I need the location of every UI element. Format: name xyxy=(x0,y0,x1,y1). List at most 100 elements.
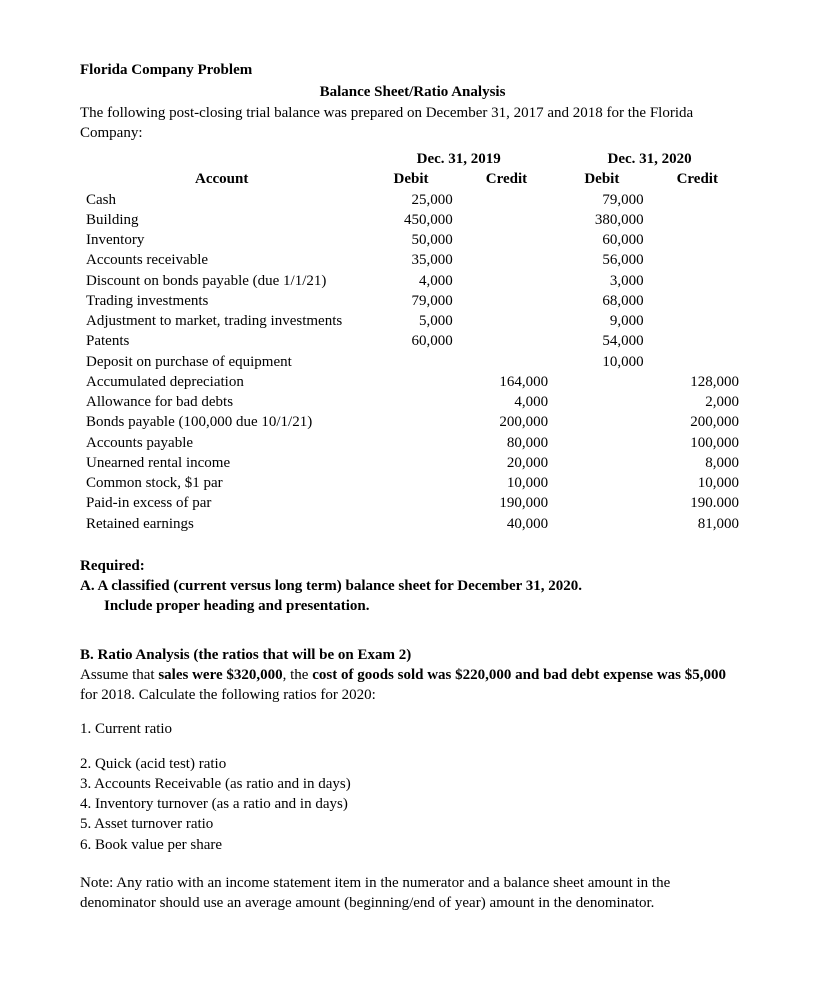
table-cell: 20,000 xyxy=(459,453,554,473)
table-cell: Deposit on purchase of equipment xyxy=(80,352,363,372)
required-label: Required: xyxy=(80,556,745,576)
year2-header: Dec. 31, 2020 xyxy=(554,149,745,169)
table-cell: 68,000 xyxy=(554,291,649,311)
table-cell: 4,000 xyxy=(459,392,554,412)
table-cell: Accounts payable xyxy=(80,433,363,453)
table-cell: Common stock, $1 par xyxy=(80,473,363,493)
table-cell xyxy=(650,230,745,250)
table-row: Building450,000 380,000 xyxy=(80,210,745,230)
table-cell: 190,000 xyxy=(459,493,554,513)
table-cell xyxy=(459,250,554,270)
req-a-line1: A. A classified (current versus long ter… xyxy=(80,576,745,596)
table-cell xyxy=(363,352,458,372)
ratio-4: 4. Inventory turnover (as a ratio and in… xyxy=(80,794,745,814)
year1-header: Dec. 31, 2019 xyxy=(363,149,554,169)
section-b-t1: Assume that xyxy=(80,667,158,683)
table-cell: Bonds payable (100,000 due 10/1/21) xyxy=(80,412,363,432)
table-row: Patents60,00054,000 xyxy=(80,331,745,351)
table-row: Accumulated depreciation164,000128,000 xyxy=(80,372,745,392)
table-cell xyxy=(650,331,745,351)
note-text: Note: Any ratio with an income statement… xyxy=(80,873,745,914)
table-cell: Inventory xyxy=(80,230,363,250)
table-cell xyxy=(459,352,554,372)
table-cell: 8,000 xyxy=(650,453,745,473)
table-cell: 380,000 xyxy=(554,210,649,230)
table-cell: 50,000 xyxy=(363,230,458,250)
table-cell xyxy=(650,311,745,331)
table-cell: 200,000 xyxy=(650,412,745,432)
table-cell xyxy=(650,210,745,230)
table-cell: 10,000 xyxy=(459,473,554,493)
table-cell xyxy=(459,210,554,230)
table-row: Inventory50,00060,000 xyxy=(80,230,745,250)
table-row: Accounts receivable35,00056,000 xyxy=(80,250,745,270)
table-header-cols: Account Debit Credit Debit Credit xyxy=(80,169,745,189)
table-cell: 40,000 xyxy=(459,514,554,534)
account-header: Account xyxy=(80,169,363,189)
required-block: Required: A. A classified (current versu… xyxy=(80,556,745,617)
table-cell: Paid-in excess of par xyxy=(80,493,363,513)
table-cell xyxy=(650,291,745,311)
table-cell: 9,000 xyxy=(554,311,649,331)
document-page: Florida Company Problem Balance Sheet/Ra… xyxy=(0,0,815,973)
table-cell: Adjustment to market, trading investment… xyxy=(80,311,363,331)
table-cell: 4,000 xyxy=(363,271,458,291)
table-row: Discount on bonds payable (due 1/1/21)4,… xyxy=(80,271,745,291)
table-cell xyxy=(554,493,649,513)
section-b-t3: , the xyxy=(283,667,313,683)
table-cell: 450,000 xyxy=(363,210,458,230)
table-cell: 25,000 xyxy=(363,190,458,210)
table-cell: 5,000 xyxy=(363,311,458,331)
table-row: Retained earnings40,00081,000 xyxy=(80,514,745,534)
table-cell xyxy=(650,190,745,210)
table-cell xyxy=(363,372,458,392)
list-gap xyxy=(80,740,745,754)
trial-balance-table: Dec. 31, 2019 Dec. 31, 2020 Account Debi… xyxy=(80,149,745,534)
table-row: Common stock, $1 par10,00010,000 xyxy=(80,473,745,493)
section-b-text: Assume that sales were $320,000, the cos… xyxy=(80,665,745,706)
page-subtitle: Balance Sheet/Ratio Analysis xyxy=(80,82,745,102)
debit2-header: Debit xyxy=(554,169,649,189)
table-cell: 60,000 xyxy=(363,331,458,351)
table-cell: 190.000 xyxy=(650,493,745,513)
table-cell: 81,000 xyxy=(650,514,745,534)
table-row: Adjustment to market, trading investment… xyxy=(80,311,745,331)
table-cell: 79,000 xyxy=(363,291,458,311)
table-cell xyxy=(459,230,554,250)
table-cell xyxy=(363,453,458,473)
table-cell: Discount on bonds payable (due 1/1/21) xyxy=(80,271,363,291)
table-cell xyxy=(459,271,554,291)
table-row: Cash25,00079,000 xyxy=(80,190,745,210)
section-b-t2: sales were $320,000 xyxy=(158,667,282,683)
table-cell xyxy=(554,392,649,412)
ratio-5: 5. Asset turnover ratio xyxy=(80,814,745,834)
table-cell xyxy=(650,352,745,372)
credit1-header: Credit xyxy=(459,169,554,189)
table-cell xyxy=(459,331,554,351)
table-cell xyxy=(554,473,649,493)
section-b-t4: cost of goods sold was $220,000 and bad … xyxy=(312,667,726,683)
table-cell: Building xyxy=(80,210,363,230)
table-cell xyxy=(459,311,554,331)
table-cell xyxy=(650,271,745,291)
table-cell: 2,000 xyxy=(650,392,745,412)
table-cell xyxy=(554,453,649,473)
table-row: Bonds payable (100,000 due 10/1/21) 200,0… xyxy=(80,412,745,432)
section-b: B. Ratio Analysis (the ratios that will … xyxy=(80,645,745,706)
table-cell xyxy=(363,392,458,412)
table-cell xyxy=(363,493,458,513)
page-title: Florida Company Problem xyxy=(80,60,745,80)
table-cell xyxy=(554,412,649,432)
table-row: Accounts payable80,000100,000 xyxy=(80,433,745,453)
section-b-t5: for 2018. Calculate the following ratios… xyxy=(80,687,376,703)
table-cell xyxy=(363,514,458,534)
ratio-2: 2. Quick (acid test) ratio xyxy=(80,754,745,774)
table-cell: Trading investments xyxy=(80,291,363,311)
table-cell: Allowance for bad debts xyxy=(80,392,363,412)
table-cell xyxy=(363,473,458,493)
intro-text: The following post-closing trial balance… xyxy=(80,103,745,144)
debit1-header: Debit xyxy=(363,169,458,189)
table-cell: Accumulated depreciation xyxy=(80,372,363,392)
ratio-list: 1. Current ratio 2. Quick (acid test) ra… xyxy=(80,719,745,855)
table-cell: Unearned rental income xyxy=(80,453,363,473)
